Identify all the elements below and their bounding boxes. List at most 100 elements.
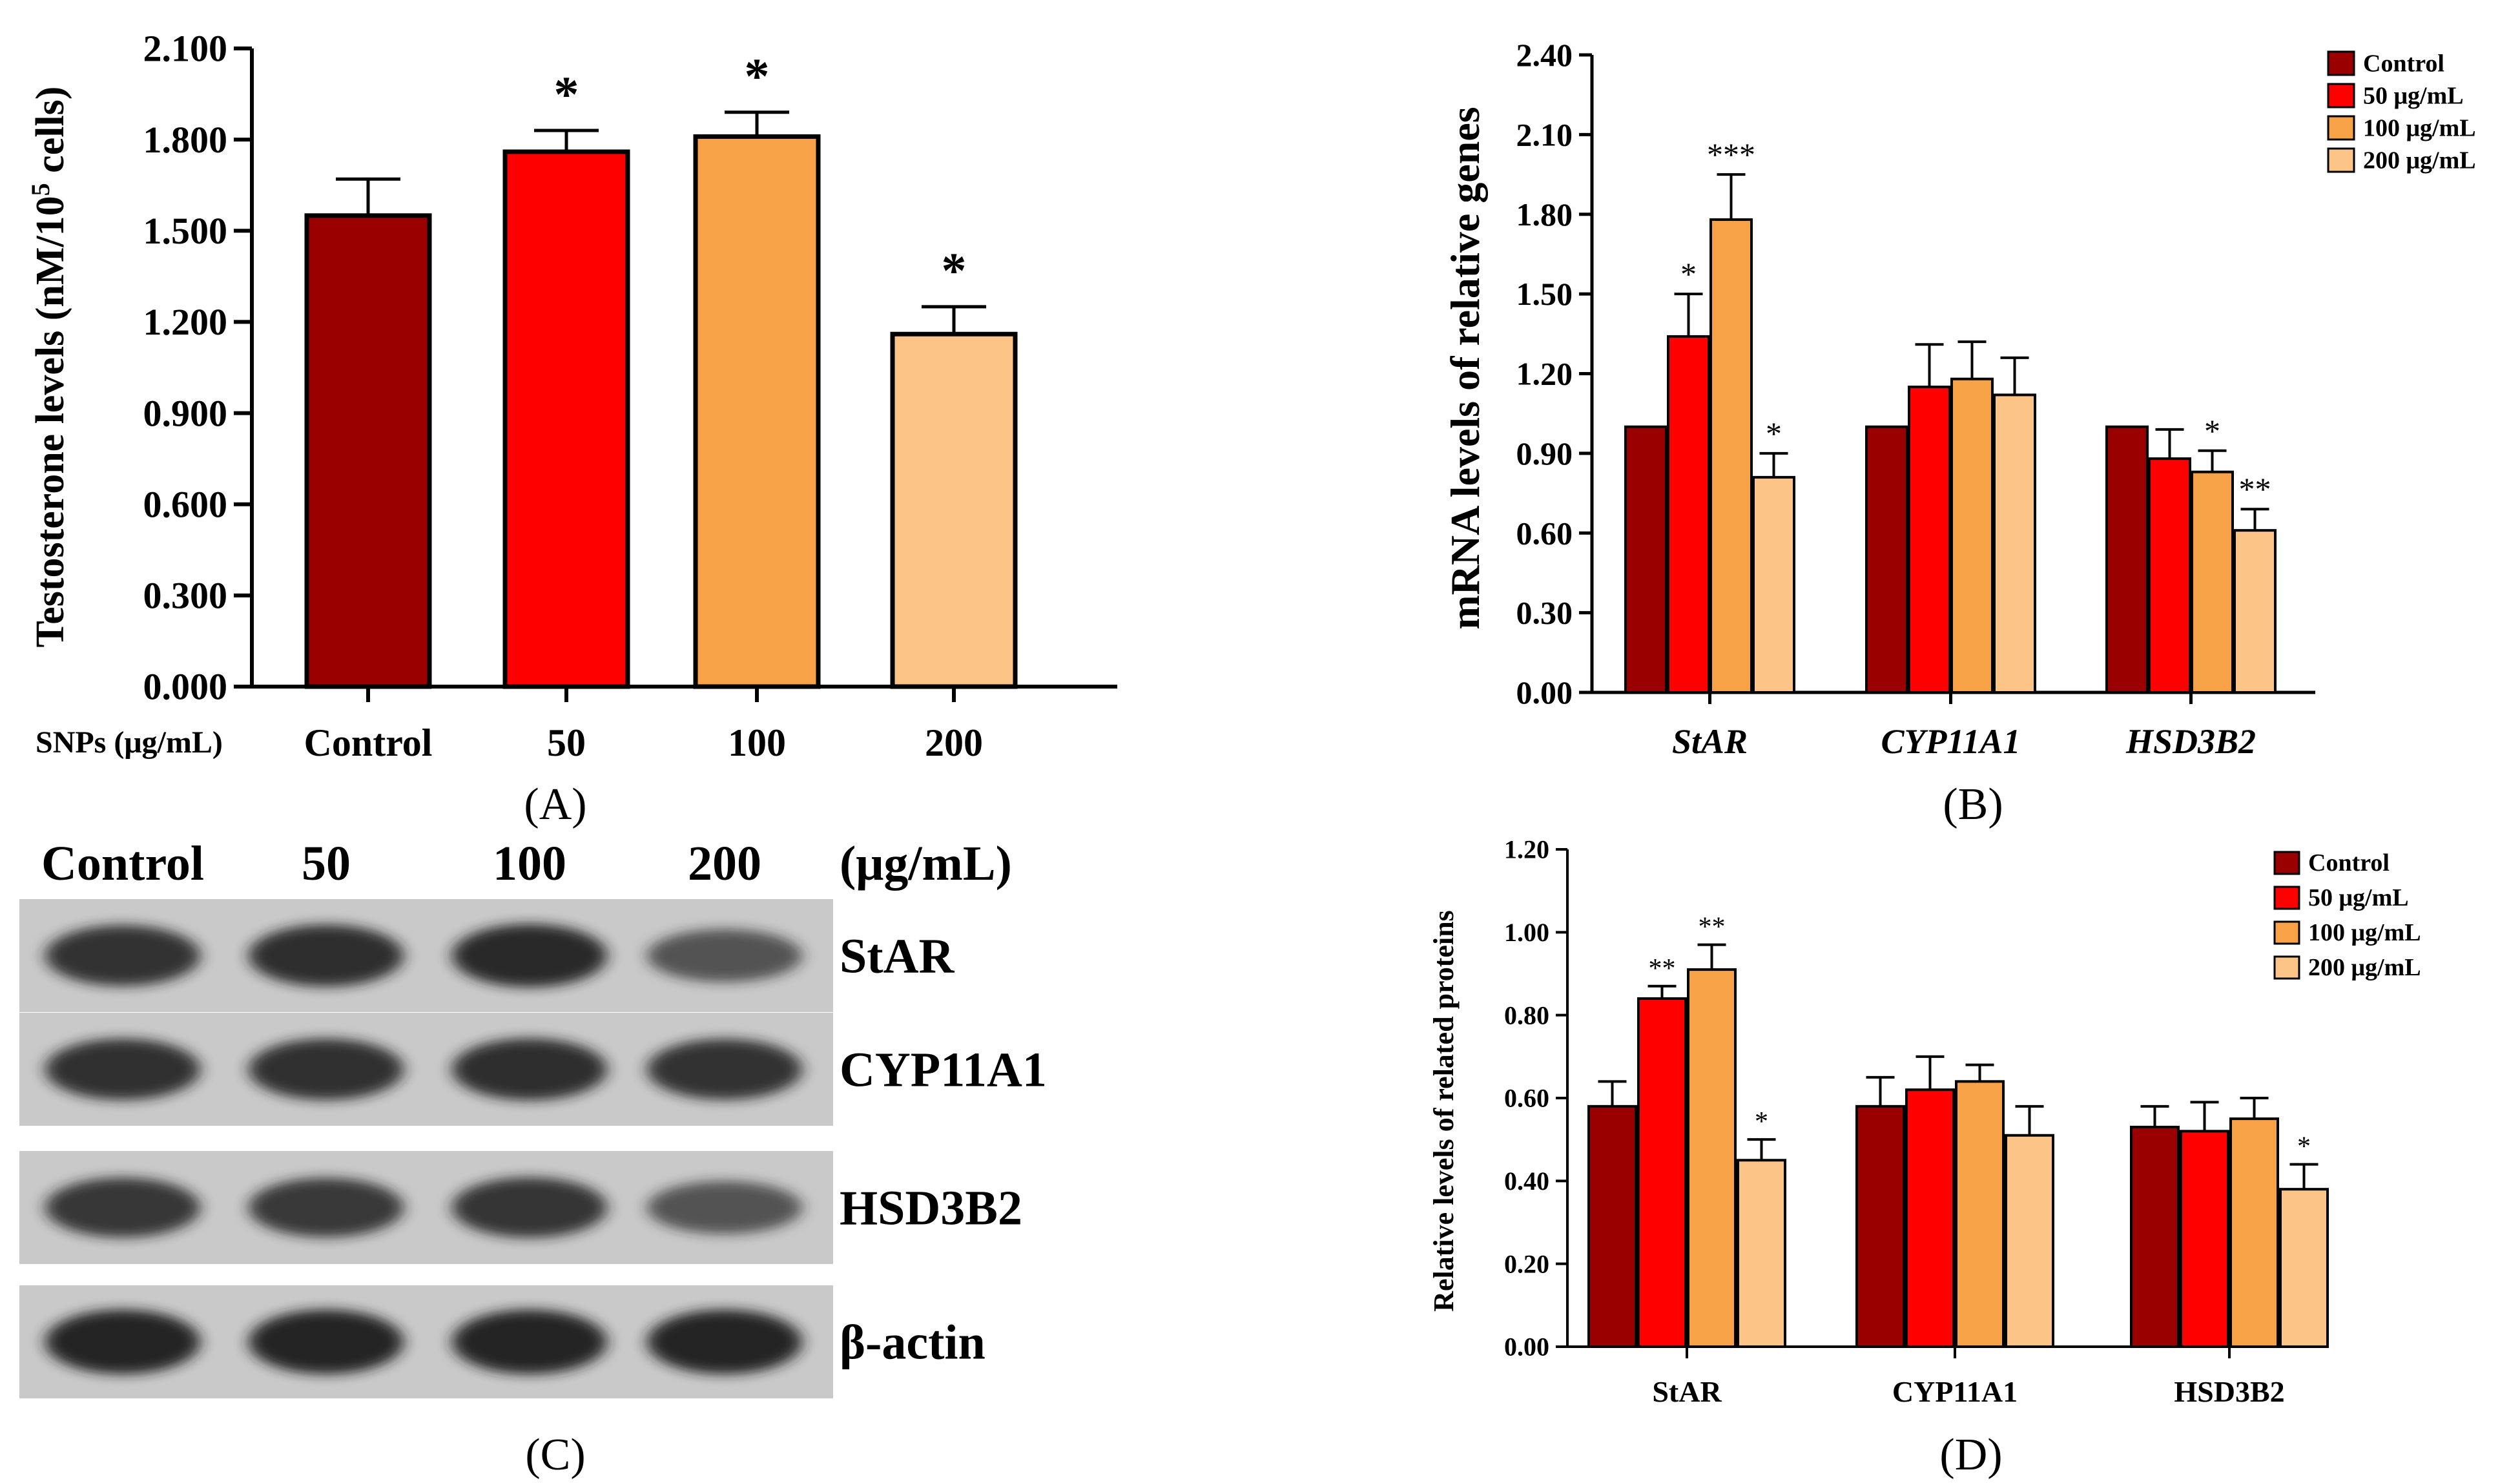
panel-a-x-axis-title: SNPs (μg/mL)	[36, 725, 223, 760]
panel-b-bar	[1709, 218, 1753, 694]
panel-c-band	[647, 1181, 802, 1234]
panel-d-y-axis-title: Relative levels of related proteins	[1428, 910, 1460, 1312]
panel-b-category-label: CYP11A1	[1881, 722, 2020, 761]
panel-b-significance: **	[2239, 471, 2271, 507]
panel-b-y-tick-label: 0.90	[1516, 435, 1573, 472]
panel-d-legend-swatch	[2273, 886, 2300, 910]
panel-c-band	[647, 1309, 802, 1374]
panel-b-y-tick-label: 2.10	[1516, 116, 1573, 152]
panel-d-label: (D)	[1939, 1430, 2002, 1480]
panel-b-y-tick-label: 2.40	[1516, 37, 1573, 73]
panel-a-significance: *	[745, 48, 770, 104]
panel-c-band	[45, 925, 200, 986]
panel-d-category-label: HSD3B2	[2174, 1375, 2284, 1408]
panel-c-row-label: StAR	[840, 929, 955, 984]
panel-d-legend-label: 50 μg/mL	[2308, 884, 2409, 911]
panel-a-y-tick-label: 1.800	[143, 119, 228, 161]
panel-c-row-label: β-actin	[840, 1316, 986, 1370]
panel-c-label: (C)	[525, 1430, 585, 1480]
panel-b-significance: *	[1766, 415, 1782, 451]
panel-d-protein-chart: 0.000.200.400.600.801.001.20*****StAR CYP…	[1428, 835, 2421, 1480]
panel-c-lane-header: Control	[41, 836, 204, 891]
panel-d-legend-swatch	[2273, 920, 2300, 945]
panel-c-band	[452, 1177, 607, 1238]
panel-b-bar	[1908, 386, 1951, 694]
panel-d-bar	[2279, 1188, 2329, 1348]
panel-c-band	[452, 1309, 607, 1374]
panel-b-label: (B)	[1943, 780, 2003, 829]
panel-d-bar	[1905, 1088, 1955, 1348]
panel-d-legend-swatch	[2273, 955, 2300, 980]
panel-c-lane-header: 50	[302, 836, 351, 891]
panel-b-category-label: HSD3B2	[2125, 722, 2256, 761]
panel-a-significance: *	[942, 242, 967, 298]
panel-d-significance: **	[1649, 954, 1676, 984]
panel-d-bar	[2229, 1117, 2279, 1349]
panel-d-y-tick-label: 0.40	[1504, 1167, 1549, 1196]
panel-d-bar	[1687, 968, 1737, 1349]
panel-d-y-tick-label: 0.20	[1504, 1249, 1549, 1278]
panel-d-legend-label: 200 μg/mL	[2308, 954, 2421, 981]
panel-d-bar	[2005, 1134, 2054, 1348]
panel-c-lane-header: 100	[493, 836, 566, 891]
panel-d-y-tick-label: 1.20	[1504, 835, 1549, 864]
panel-b-y-tick-label: 1.50	[1516, 276, 1573, 312]
panel-b-y-axis-title: mRNA levels of relative genes	[1442, 107, 1488, 629]
panel-a-testosterone-chart: 0.000 0.300 0.600 0.900 1.200 1.500 1.800 2.100…	[26, 28, 1117, 829]
panel-a-bar	[502, 149, 630, 689]
panel-b-significance: *	[1680, 256, 1697, 292]
panel-a-y-tick-label: 0.600	[143, 483, 228, 525]
panel-b-bar	[1993, 393, 2036, 694]
panel-a-y-axis-title: Testosterone levels (nM/105 cells)	[26, 87, 73, 648]
panel-b-significance: *	[2204, 413, 2220, 449]
panel-a-y-tick-label: 0.300	[143, 575, 228, 617]
panel-b-significance: ***	[1707, 136, 1755, 172]
panel-b-bar	[2148, 457, 2191, 694]
panel-b-y-tick-label: 0.00	[1516, 674, 1573, 710]
panel-a-y-tick-label: 1.500	[143, 210, 228, 252]
panel-c-row-label: CYP11A1	[840, 1043, 1047, 1097]
panel-a-y-tick-label: 0.900	[143, 392, 228, 434]
panel-b-legend-label: 100 μg/mL	[2363, 115, 2476, 142]
panel-a-bar	[304, 213, 432, 689]
panel-c-band	[249, 924, 404, 987]
panel-b-bar	[2105, 425, 2149, 694]
panel-a-y-tick-label: 0.000	[143, 666, 228, 708]
panel-b-bar	[1865, 425, 1908, 694]
panel-d-y-tick-label: 0.60	[1504, 1084, 1549, 1113]
panel-c-band	[45, 1038, 200, 1101]
panel-d-bar	[1955, 1080, 2005, 1349]
panel-d-y-tick-label: 0.80	[1504, 1001, 1549, 1030]
panel-c-band	[45, 1309, 200, 1374]
panel-d-bar	[1587, 1104, 1637, 1349]
panel-c-band	[647, 1039, 802, 1100]
panel-b-legend-swatch	[2327, 50, 2355, 76]
panel-d-significance: **	[1699, 913, 1726, 942]
panel-b-legend-label: 50 μg/mL	[2363, 83, 2464, 110]
panel-d-bar	[2180, 1130, 2229, 1349]
panel-a-y-tick-label: 1.200	[143, 301, 228, 343]
panel-c-unit-label: (μg/mL)	[840, 836, 1012, 891]
panel-b-legend-swatch	[2327, 115, 2355, 141]
panel-c-band	[452, 1038, 607, 1101]
panel-b-legend-swatch	[2327, 147, 2355, 173]
panel-c-band	[647, 929, 802, 982]
panel-b-y-tick-label: 1.80	[1516, 196, 1573, 233]
panel-b-category-label: StAR	[1672, 722, 1748, 761]
panel-d-significance: *	[1755, 1107, 1768, 1137]
panel-c-band	[45, 1177, 200, 1238]
panel-a-category-label: 200	[925, 721, 983, 764]
panel-b-legend-label: 200 μg/mL	[2363, 147, 2476, 174]
panel-b-y-tick-label: 1.20	[1516, 356, 1573, 392]
panel-a-significance: *	[554, 66, 579, 122]
panel-d-bar	[2130, 1125, 2180, 1348]
panel-b-legend-swatch	[2327, 83, 2355, 109]
panel-c-band	[249, 1177, 404, 1238]
panel-b-legend-label: Control	[2363, 50, 2444, 78]
panel-d-bar	[1737, 1159, 1786, 1348]
panel-b-mrna-chart: 0.000.300.600.901.201.501.802.102.40****…	[1442, 37, 2476, 829]
panel-d-significance: *	[2297, 1132, 2311, 1162]
panel-b-bar	[2191, 470, 2234, 694]
panel-d-bar	[1855, 1104, 1905, 1349]
